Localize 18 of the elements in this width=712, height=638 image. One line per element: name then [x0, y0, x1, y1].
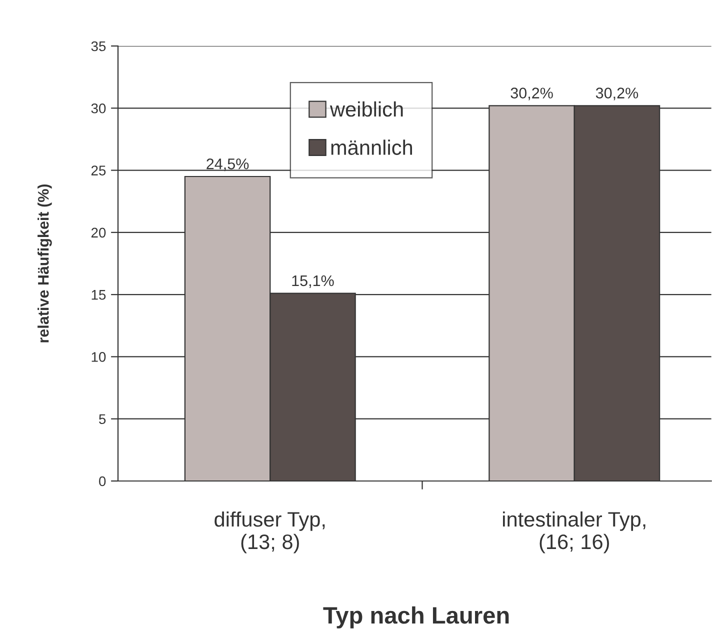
data-label: 30,2% — [510, 88, 553, 100]
x-tick-label: intestinaler Typ, (16; 16) — [503, 511, 646, 554]
y-axis-title: relative Häufigkeit (%) — [38, 184, 52, 342]
y-tick-label: 5 — [99, 414, 106, 424]
y-tick-label: 30 — [91, 103, 106, 114]
legend-label: männlich — [331, 140, 412, 155]
legend-label: weiblich — [330, 101, 403, 117]
data-label: 15,1% — [292, 275, 334, 288]
data-label: 30,2% — [596, 88, 638, 100]
y-tick-label: 15 — [92, 290, 106, 300]
y-tick-label: 20 — [91, 228, 106, 238]
y-tick-label: 10 — [92, 352, 106, 362]
y-tick-label: 35 — [91, 41, 106, 52]
x-axis-title: Typ nach Lauren — [323, 606, 509, 628]
y-tick-label: 25 — [91, 166, 106, 176]
x-tick-label: diffuser Typ, (13; 8) — [214, 511, 325, 554]
data-label: 24,5% — [206, 158, 249, 172]
y-tick-label: 0 — [99, 476, 106, 486]
